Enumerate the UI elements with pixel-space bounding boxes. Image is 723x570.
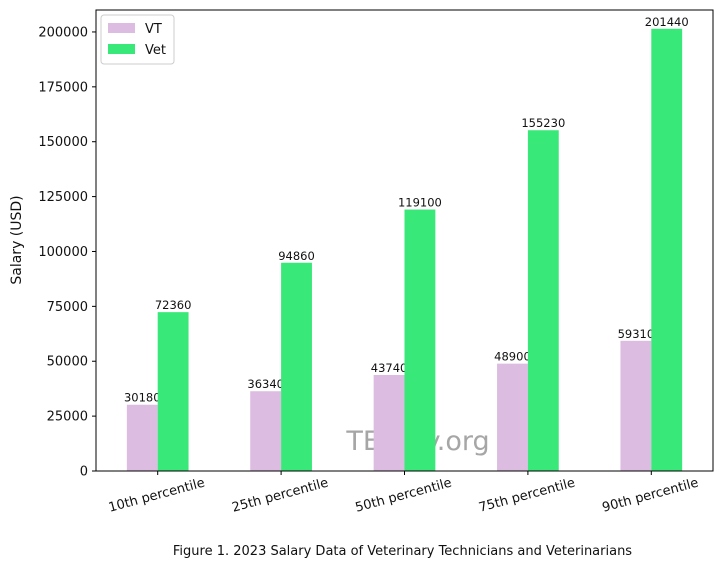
bar-vt-5 bbox=[620, 340, 652, 471]
y-tick-label: 125000 bbox=[38, 190, 88, 205]
y-tick-label: 100000 bbox=[38, 245, 88, 260]
y-tick-label: 50000 bbox=[47, 355, 88, 370]
y-tick-label: 150000 bbox=[38, 135, 88, 150]
x-tick-label: 50th percentile bbox=[354, 476, 454, 516]
y-tick-label: 175000 bbox=[38, 80, 88, 95]
bar-vt-1 bbox=[126, 404, 158, 471]
x-tick-label: 90th percentile bbox=[601, 476, 701, 516]
y-axis-label: Salary (USD) bbox=[9, 195, 25, 284]
y-tick-label: 25000 bbox=[47, 410, 88, 425]
y-tick-label: 75000 bbox=[47, 300, 88, 315]
x-tick-label: 25th percentile bbox=[230, 476, 330, 516]
bar-vet-1 bbox=[157, 312, 189, 471]
data-label: 48900 bbox=[494, 350, 531, 364]
legend-swatch-vet bbox=[108, 44, 135, 54]
y-tick-label: 200000 bbox=[38, 25, 88, 40]
y-tick-label: 0 bbox=[80, 465, 88, 480]
bar-vet-2 bbox=[281, 262, 312, 471]
figure-caption: Figure 1. 2023 Salary Data of Veterinary… bbox=[172, 544, 633, 559]
data-label: 36340 bbox=[247, 377, 284, 391]
bar-vt-4 bbox=[497, 363, 528, 471]
data-label: 30180 bbox=[124, 391, 161, 405]
legend-swatch-vt bbox=[108, 23, 135, 33]
data-label: 43740 bbox=[371, 361, 408, 375]
data-label: 201440 bbox=[645, 15, 689, 29]
bar-vet-4 bbox=[527, 130, 559, 471]
data-label: 119100 bbox=[398, 196, 442, 210]
bar-vet-3 bbox=[404, 209, 436, 471]
data-label: 72360 bbox=[155, 298, 192, 312]
legend-label-vet: Vet bbox=[145, 43, 166, 58]
bar-vet-5 bbox=[651, 28, 683, 472]
x-tick-label: 75th percentile bbox=[477, 476, 577, 516]
data-label: 94860 bbox=[278, 249, 315, 263]
data-label: 155230 bbox=[521, 116, 565, 130]
bar-vt-2 bbox=[250, 391, 282, 471]
bar-vt-3 bbox=[373, 374, 405, 471]
data-label: 59310 bbox=[618, 327, 655, 341]
legend-label-vt: VT bbox=[145, 22, 162, 37]
x-tick-label: 10th percentile bbox=[107, 476, 207, 516]
